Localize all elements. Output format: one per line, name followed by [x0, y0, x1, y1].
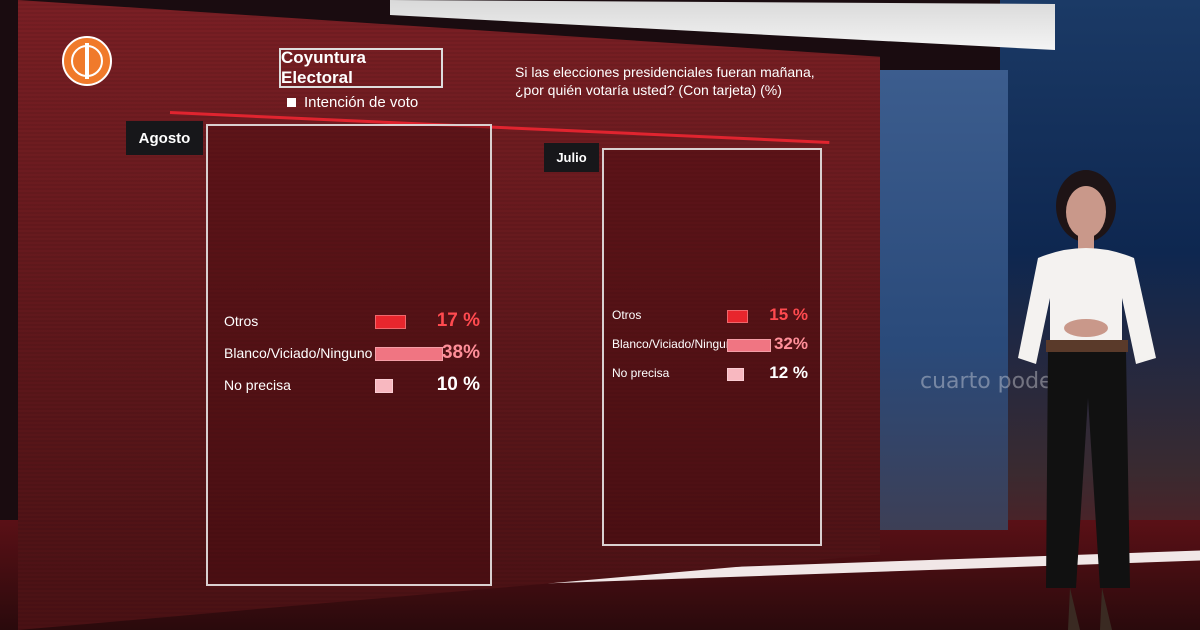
bar: [375, 315, 406, 329]
bar: [727, 368, 744, 381]
category-label: No precisa: [612, 366, 669, 380]
bar: [727, 339, 771, 352]
category-label: Blanco/Viciado/Ninguno: [224, 345, 372, 361]
category-label: No precisa: [224, 377, 291, 393]
graphic-title: Coyuntura Electoral: [279, 48, 443, 88]
side-video-panel: [880, 70, 1008, 530]
period-tag-agosto: Agosto: [126, 121, 203, 155]
value-label: 38%: [442, 342, 480, 364]
value-label: 15 %: [769, 305, 808, 325]
category-label: Otros: [612, 308, 641, 322]
value-label: 32%: [774, 334, 808, 354]
graphic-subtitle: Intención de voto: [287, 94, 418, 111]
category-label: Blanco/Viciado/Ninguno: [612, 337, 739, 351]
bar: [375, 347, 443, 361]
presenter: [1018, 168, 1158, 630]
bar: [727, 310, 748, 323]
value-label: 12 %: [769, 363, 808, 383]
value-label: 10 %: [437, 374, 480, 396]
square-bullet-icon: [287, 98, 296, 107]
bar: [375, 379, 393, 393]
poll-question: Si las elecciones presidenciales fueran …: [515, 63, 815, 99]
value-label: 17 %: [437, 310, 480, 332]
america-tv-globe-icon: [62, 36, 112, 86]
category-label: Otros: [224, 313, 258, 329]
period-tag-julio: Julio: [544, 143, 599, 172]
subtitle-text: Intención de voto: [304, 94, 418, 111]
